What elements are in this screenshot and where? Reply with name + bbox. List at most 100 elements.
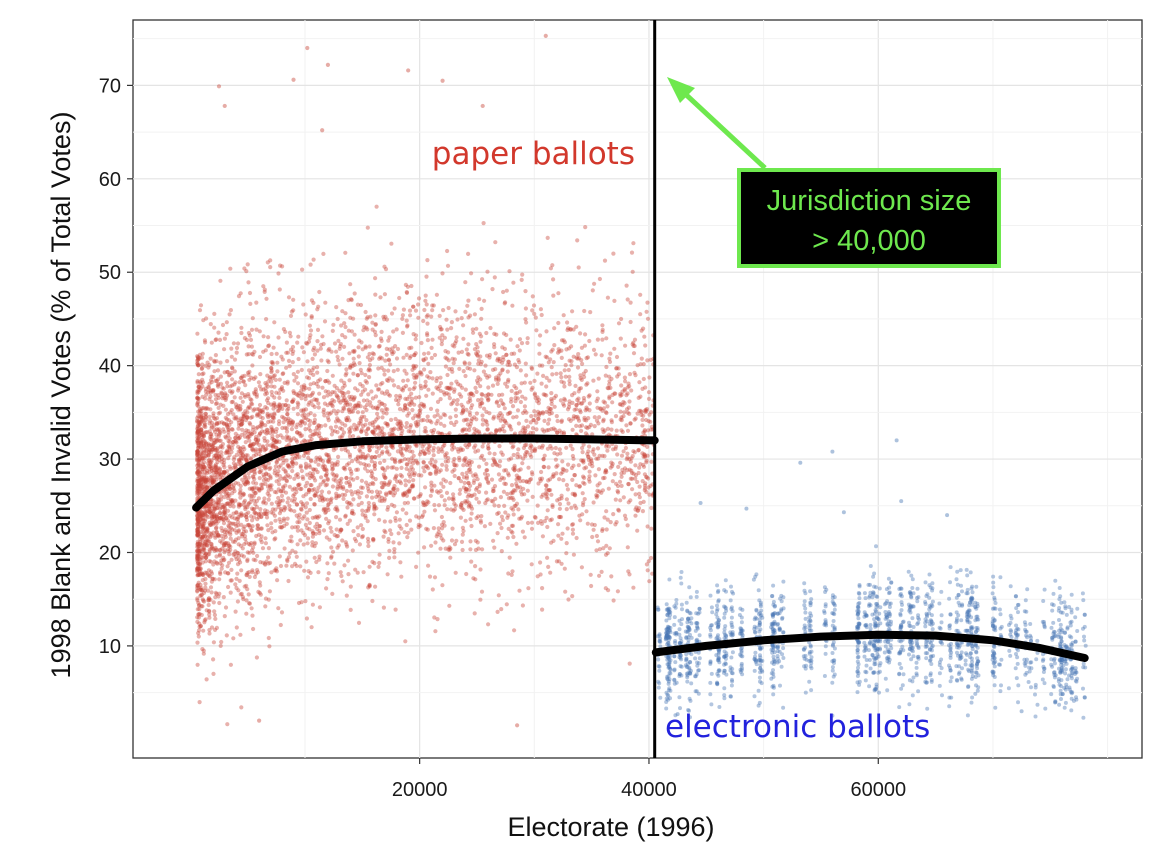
paper-point [386,392,391,397]
paper-point [210,514,215,519]
paper-point [533,395,538,401]
paper-point [607,356,612,361]
paper-point [227,552,232,557]
paper-point [486,397,491,402]
paper-point [458,502,464,507]
paper-point [635,411,640,416]
paper-point [367,583,372,588]
paper-point [208,407,213,412]
paper-point [256,496,261,501]
paper-point [373,333,378,338]
paper-point [331,408,337,413]
paper-point [224,501,229,507]
paper-point [421,403,426,408]
paper-point [308,434,313,439]
paper-point [519,341,525,346]
paper-point [450,356,455,361]
paper-point [395,487,400,492]
paper-point [630,454,635,459]
paper-point [430,391,435,396]
paper-point [348,429,353,434]
paper-point [359,392,364,397]
paper-point [349,297,354,302]
paper-point [366,506,371,511]
paper-point [436,490,441,495]
paper-point [487,411,492,416]
paper-point [197,478,202,483]
paper-point [389,241,394,246]
paper-point [550,504,555,509]
paper-point [418,493,423,498]
paper-point [546,427,551,433]
paper-point [202,620,207,625]
paper-point [198,513,203,518]
paper-point [626,481,631,487]
paper-point [405,323,410,328]
paper-point [473,385,478,390]
paper-point [226,529,231,534]
paper-point [622,387,627,392]
paper-point [219,390,224,395]
paper-point [443,459,448,464]
paper-point [196,396,201,401]
paper-point [461,507,466,512]
paper-point [269,427,274,432]
paper-point [627,572,632,577]
paper-point [228,544,233,549]
paper-point [503,300,508,305]
paper-point [600,337,605,342]
paper-point [367,448,372,453]
paper-point [340,393,345,398]
paper-point [633,507,638,512]
paper-point [307,463,312,468]
paper-point [520,394,525,399]
paper-point [216,405,221,410]
paper-point [243,440,248,445]
paper-point [241,480,246,485]
paper-point [350,508,355,513]
paper-point [461,463,466,468]
paper-point [604,444,609,449]
paper-point [571,456,576,461]
paper-point [201,464,206,469]
paper-point [549,391,554,396]
paper-point [645,444,650,449]
paper-point [203,555,209,561]
paper-point [397,541,402,546]
paper-point [300,345,305,350]
paper-point [219,558,224,563]
paper-point [213,453,218,458]
paper-point [213,616,218,622]
paper-point [366,539,371,545]
paper-point [239,511,244,516]
paper-point [469,506,475,511]
paper-point [217,577,222,582]
paper-point [340,579,345,584]
paper-point [445,327,450,332]
paper-point [401,355,406,360]
paper-point [208,378,214,383]
paper-point [633,476,638,481]
paper-point [248,431,253,436]
paper-point [496,413,501,418]
paper-point [341,405,346,411]
paper-point [198,445,203,450]
paper-point [216,533,221,538]
paper-point [339,573,344,579]
paper-point [232,489,237,494]
paper-point [199,480,204,485]
paper-point [246,330,251,336]
paper-point [394,510,399,515]
paper-point [644,562,650,567]
paper-point [446,459,451,464]
paper-point [232,539,237,544]
paper-point [295,472,300,477]
paper-point [291,308,296,313]
paper-point [344,367,349,372]
paper-point [199,453,204,458]
paper-point [432,414,437,419]
paper-point [584,509,589,514]
paper-point [456,350,461,355]
paper-point [611,598,616,603]
paper-point [514,481,519,486]
